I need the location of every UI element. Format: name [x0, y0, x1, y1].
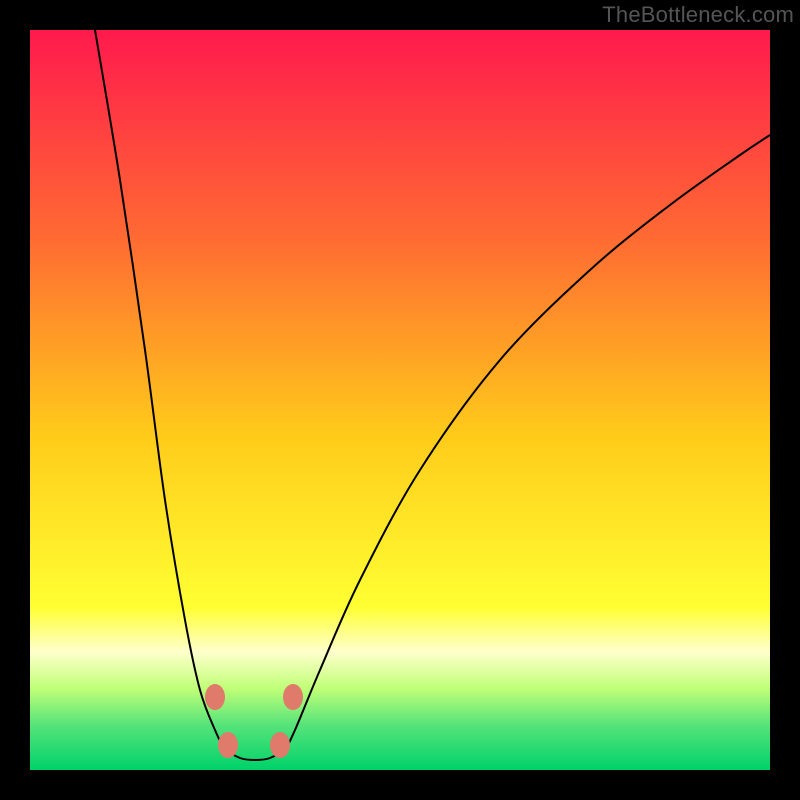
plot-background-gradient	[30, 30, 770, 770]
chart-root: TheBottleneck.com	[0, 0, 800, 800]
curve-marker	[205, 684, 225, 710]
curve-marker	[270, 732, 290, 758]
curve-marker	[218, 732, 238, 758]
watermark-text: TheBottleneck.com	[602, 2, 794, 28]
bottleneck-chart-svg	[0, 0, 800, 800]
curve-marker	[283, 684, 303, 710]
